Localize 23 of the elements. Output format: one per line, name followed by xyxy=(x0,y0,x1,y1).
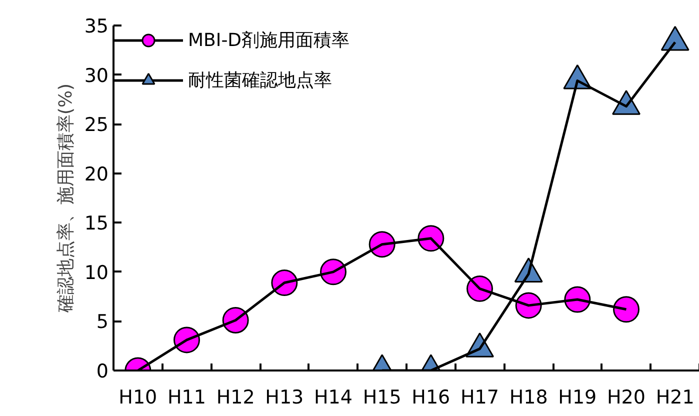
y-axis-title: 確認地点率、施用面積率(%) xyxy=(55,83,76,314)
x-tick-label: H10 xyxy=(118,386,158,408)
x-tick-label: H17 xyxy=(460,386,499,408)
legend-label: MBI-D剤施用面積率 xyxy=(188,29,350,52)
y-tick-label: 30 xyxy=(84,64,109,87)
y-tick-label: 25 xyxy=(84,114,109,136)
legend-label: 耐性菌確認地点率 xyxy=(188,69,332,92)
x-tick-label: H21 xyxy=(656,386,694,408)
x-tick-label: H18 xyxy=(509,386,548,408)
y-tick-label: 15 xyxy=(84,212,109,235)
y-tick-label: 10 xyxy=(84,262,109,284)
x-tick-label: H15 xyxy=(362,386,402,408)
y-tick-label: 20 xyxy=(84,163,109,186)
x-tick-label: H20 xyxy=(607,386,646,408)
y-tick-label: 35 xyxy=(84,16,109,38)
y-tick-label: 0 xyxy=(96,360,109,382)
x-tick-label: H13 xyxy=(265,386,304,408)
x-tick-label: H16 xyxy=(412,386,450,408)
x-tick-label: H19 xyxy=(558,386,597,408)
x-tick-label: H12 xyxy=(216,386,255,408)
x-tick-label: H11 xyxy=(168,386,206,408)
y-tick-label: 5 xyxy=(96,311,109,334)
x-tick-label: H14 xyxy=(314,386,352,408)
